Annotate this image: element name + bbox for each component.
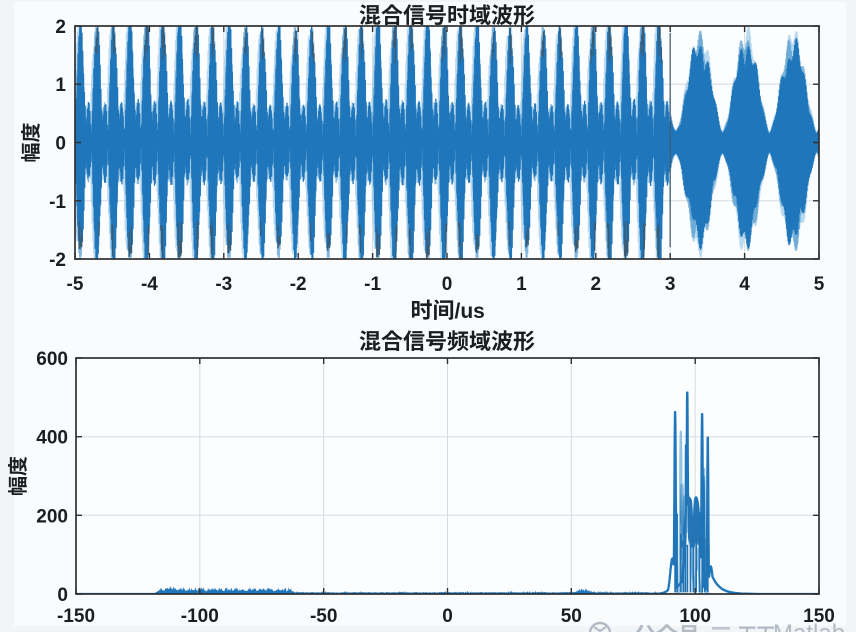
svg-text:0: 0 [442,274,453,295]
svg-text:2: 2 [591,274,602,295]
svg-text:-5: -5 [67,274,84,295]
svg-text:1: 1 [516,274,527,295]
svg-text:-3: -3 [215,274,232,295]
svg-text:-150: -150 [57,606,95,627]
svg-text:Matlab: Matlab [773,620,845,632]
svg-text:3: 3 [665,274,676,295]
svg-text:-2: -2 [290,274,307,295]
svg-text:150: 150 [803,606,835,627]
svg-text:5: 5 [814,274,825,295]
svg-text:-1: -1 [49,192,66,213]
svg-text:600: 600 [36,349,68,370]
svg-text:4: 4 [739,274,750,295]
svg-text:200: 200 [36,506,68,527]
svg-text:0: 0 [55,134,66,155]
svg-text:-50: -50 [310,606,337,627]
svg-text:0: 0 [57,585,68,606]
svg-text:-100: -100 [181,606,219,627]
svg-text:2: 2 [55,17,66,38]
svg-text:/us: /us [455,300,485,323]
svg-text:1: 1 [55,75,66,96]
svg-text:100: 100 [679,606,711,627]
svg-text:-2: -2 [49,250,66,271]
svg-text:50: 50 [561,606,582,627]
svg-text:-4: -4 [141,274,158,295]
svg-text:0: 0 [442,606,453,627]
svg-text:400: 400 [36,428,68,449]
svg-text:-1: -1 [364,274,381,295]
